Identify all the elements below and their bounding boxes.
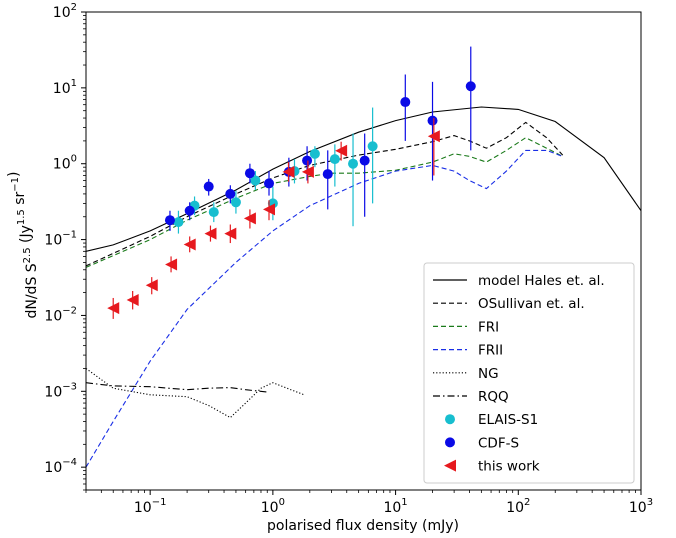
x-tick-label: 102 — [506, 497, 530, 516]
data-point — [126, 293, 139, 306]
data-point — [203, 181, 214, 192]
legend-marker — [445, 437, 455, 448]
data-point — [465, 81, 476, 92]
data-point — [322, 169, 333, 180]
y-tick-label: 100 — [53, 154, 77, 173]
data-point — [282, 165, 295, 178]
data-point — [329, 154, 340, 165]
data-point — [225, 188, 236, 199]
legend-marker — [445, 414, 455, 425]
data-point — [427, 130, 440, 143]
data-point — [263, 203, 276, 216]
legend-label: this work — [478, 459, 540, 475]
data-point — [184, 205, 195, 216]
legend-label: CDF-S — [478, 435, 519, 451]
data-point — [164, 215, 175, 226]
y-tick-label: 10−2 — [44, 305, 77, 324]
data-point — [348, 158, 359, 169]
axes: 10−1 100 101 102 103 10−4 10−3 10−2 10−1 100 101 10… — [44, 2, 653, 516]
y-tick-label: 102 — [53, 2, 77, 21]
series-line-1 — [86, 121, 564, 267]
data-point — [173, 217, 184, 228]
series-points — [107, 46, 476, 319]
data-point — [243, 212, 256, 225]
x-tick-label: 100 — [261, 497, 285, 516]
legend-label: FRI — [478, 319, 499, 335]
series-lines — [86, 106, 641, 468]
data-point — [204, 227, 217, 240]
data-point — [264, 178, 275, 189]
legend-label: NG — [478, 366, 499, 382]
legend-label: ELAIS-S1 — [478, 412, 538, 428]
data-point — [145, 279, 158, 292]
legend-label: OSullivan et. al. — [478, 296, 585, 312]
data-point — [335, 144, 348, 157]
y-axis-label: dN/dS S2.5 (Jy1.5 sr−1) — [6, 171, 40, 318]
data-point — [359, 155, 370, 166]
data-point — [302, 155, 313, 166]
y-tick-label: 10−3 — [44, 381, 77, 400]
series-line-5 — [86, 382, 268, 393]
data-point — [367, 141, 378, 152]
x-tick-label: 103 — [629, 497, 653, 516]
data-point — [107, 302, 120, 315]
legend-marker — [444, 459, 456, 472]
data-point — [230, 197, 241, 208]
series-line-3 — [86, 149, 563, 468]
series-line-0 — [86, 106, 641, 252]
x-tick-label: 101 — [383, 497, 407, 516]
x-tick-label: 10−1 — [134, 497, 167, 516]
y-tick-label: 10−1 — [44, 230, 77, 249]
series-line-4 — [86, 368, 305, 419]
data-point — [427, 115, 438, 126]
data-point — [208, 207, 219, 218]
data-point — [224, 227, 237, 240]
legend-box — [423, 262, 635, 484]
y-tick-label: 10−4 — [44, 457, 77, 476]
data-point — [301, 165, 314, 178]
legend-label: FRII — [478, 343, 503, 359]
data-point — [165, 258, 178, 271]
data-point — [250, 175, 261, 186]
x-axis-label: polarised flux density (mJy) — [267, 518, 459, 534]
legend-label: RQQ — [478, 389, 509, 405]
data-point — [309, 148, 320, 159]
series-line-2 — [86, 137, 563, 268]
y-tick-label: 101 — [53, 78, 77, 97]
data-point — [244, 168, 255, 179]
data-point — [400, 97, 411, 108]
data-point — [183, 238, 196, 251]
legend: model Hales et. al. OSullivan et. al. FRI F… — [423, 262, 635, 484]
legend-label: model Hales et. al. — [478, 273, 605, 289]
